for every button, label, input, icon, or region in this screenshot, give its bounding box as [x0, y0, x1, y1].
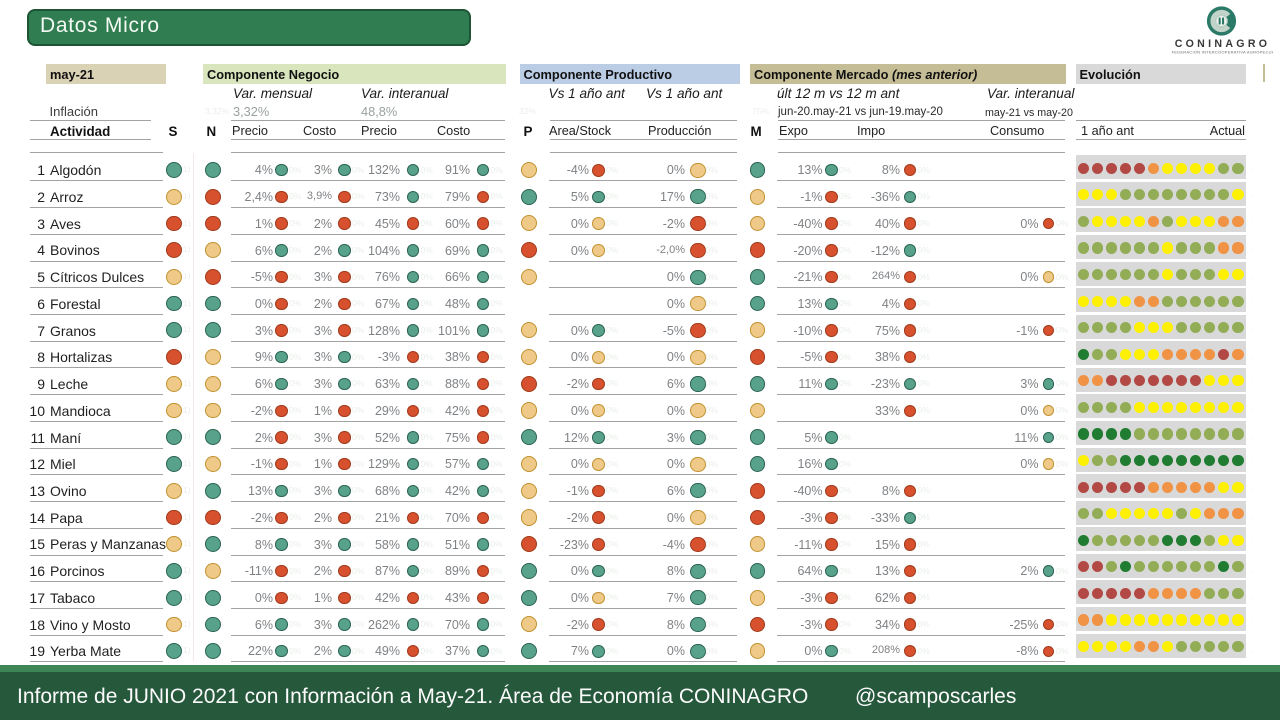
- svg-text:CONINAGRO: CONINAGRO: [1175, 38, 1271, 50]
- svg-text:CONFEDERACIÓN INTERCOOPERATIVA: CONFEDERACIÓN INTERCOOPERATIVA AGROPECUA…: [1171, 50, 1273, 55]
